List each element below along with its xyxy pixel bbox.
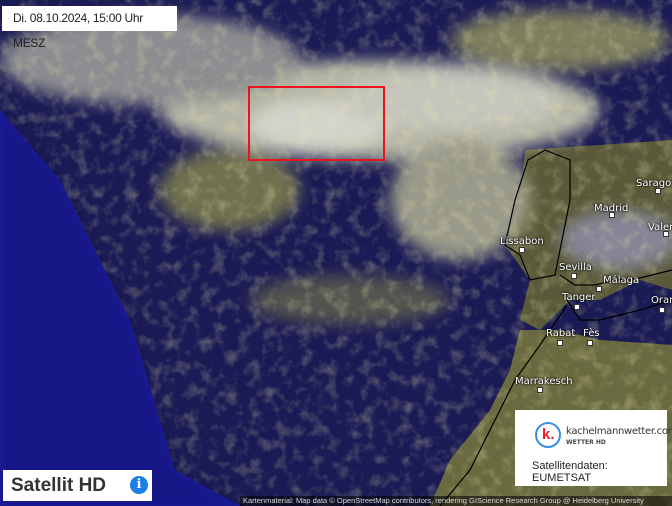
city-label-rabat: Rabat bbox=[546, 328, 576, 339]
city-label-fes: Fès bbox=[583, 328, 600, 339]
city-marker bbox=[659, 307, 665, 313]
logo-panel: k. kachelmannwetter.com WETTER HD Satell… bbox=[515, 410, 672, 486]
kachelmann-logo-icon: k. bbox=[535, 422, 561, 448]
map-attribution: Kartenmaterial: Map data © OpenStreetMap… bbox=[240, 496, 672, 506]
city-marker bbox=[596, 286, 602, 292]
city-label-lissabon: Lissabon bbox=[500, 236, 544, 247]
highlight-rectangle bbox=[248, 86, 385, 161]
city-marker bbox=[537, 387, 543, 393]
city-marker bbox=[574, 304, 580, 310]
city-marker bbox=[663, 231, 669, 237]
city-label-oran: Oran bbox=[651, 295, 672, 306]
city-marker bbox=[609, 212, 615, 218]
city-marker bbox=[587, 340, 593, 346]
city-label-malaga: Málaga bbox=[603, 275, 640, 286]
info-icon[interactable]: i bbox=[130, 476, 148, 494]
city-marker bbox=[557, 340, 563, 346]
brand-subtitle: WETTER HD bbox=[566, 439, 606, 446]
data-source-label: Satellitendaten: EUMETSAT bbox=[532, 460, 608, 484]
city-label-sevilla: Sevilla bbox=[559, 262, 592, 273]
city-marker bbox=[655, 188, 661, 194]
city-label-marrakesch: Marrakesch bbox=[515, 376, 573, 387]
product-label: Satellit HD bbox=[11, 475, 107, 496]
timestamp-label: Di. 08.10.2024, 15:00 Uhr MESZ bbox=[2, 6, 177, 50]
city-marker bbox=[519, 247, 525, 253]
city-label-saragossa: Saragossa bbox=[636, 178, 672, 189]
brand-name: kachelmannwetter.com bbox=[566, 426, 672, 437]
city-label-valencia: Valencia bbox=[648, 222, 672, 233]
city-label-madrid: Madrid bbox=[594, 203, 629, 214]
product-badge: Satellit HD i bbox=[3, 470, 152, 501]
coastline bbox=[439, 149, 672, 506]
city-marker bbox=[571, 273, 577, 279]
city-label-tanger: Tanger bbox=[562, 292, 596, 303]
